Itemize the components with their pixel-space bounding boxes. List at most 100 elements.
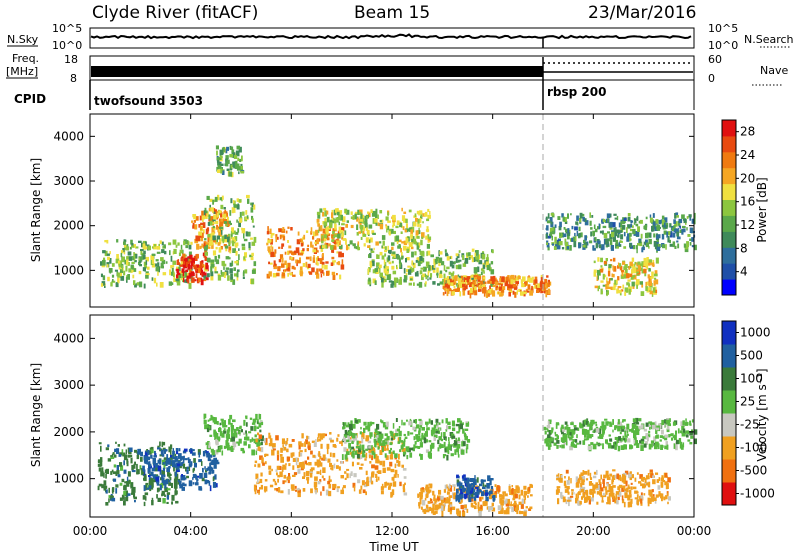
heatmap-cell [251,449,255,456]
heatmap-cell [639,440,643,444]
heatmap-cell [216,224,219,230]
heatmap-cell [585,429,587,435]
heatmap-cell [635,425,639,428]
heatmap-cell [307,456,310,460]
heatmap-cell [232,161,235,167]
heatmap-cell [556,486,561,489]
heatmap-cell [650,496,655,502]
heatmap-cell [473,279,477,285]
heatmap-cell [663,496,666,501]
x-tick-label: 08:00 [274,524,309,538]
heatmap-cell [286,476,291,480]
heatmap-cell [331,239,335,242]
heatmap-cell [427,278,429,281]
heatmap-cell [173,466,175,472]
heatmap-cell [450,272,454,277]
heatmap-cell [252,418,255,424]
heatmap-cell [573,444,578,448]
heatmap-cell [547,288,551,295]
heatmap-cell [282,236,286,241]
heatmap-cell [186,466,190,469]
heatmap-cell [316,273,320,279]
colorbar-swatch [722,459,736,483]
heatmap-cell [456,287,460,292]
heatmap-cell [633,222,636,225]
heatmap-cell [213,464,217,469]
heatmap-cell [482,251,485,254]
heatmap-cell [269,228,272,234]
heatmap-cell [645,435,648,440]
heatmap-cell [617,496,620,501]
heatmap-cell [228,418,231,425]
heatmap-cell [427,500,431,504]
heatmap-cell [328,490,332,497]
heatmap-cell [171,265,175,268]
heatmap-cell [195,235,199,242]
heatmap-cell [517,488,520,494]
heatmap-cell [198,277,201,282]
heatmap-cell [452,492,454,499]
heatmap-cell [596,275,599,281]
heatmap-cell [227,233,231,239]
heatmap-cell [170,454,172,458]
heatmap-cell [620,219,624,222]
heatmap-cell [624,489,629,492]
heatmap-cell [426,265,428,269]
heatmap-cell [238,221,241,228]
heatmap-cell [474,505,477,510]
heatmap-cell [635,440,638,445]
heatmap-cell [315,489,317,495]
heatmap-cell [508,292,511,297]
heatmap-cell [456,482,459,487]
heatmap-cell [628,266,630,270]
heatmap-cell [608,492,612,497]
heatmap-cell [206,468,209,472]
heatmap-cell [323,207,327,211]
heatmap-cell [175,500,179,504]
heatmap-cell [131,245,135,248]
heatmap-cell [219,422,222,426]
heatmap-cell [681,214,685,219]
heatmap-cell [653,436,657,442]
heatmap-cell [350,420,353,426]
heatmap-cell [123,500,126,506]
heatmap-cell [631,257,635,262]
heatmap-cell [153,455,157,458]
power-heatmap-cells [100,145,697,299]
heatmap-cell [576,230,579,237]
heatmap-cell [155,266,159,272]
heatmap-cell [379,272,383,277]
heatmap-cell [196,475,200,478]
heatmap-cell [482,486,486,490]
heatmap-cell [255,450,258,455]
heatmap-cell [291,251,295,255]
heatmap-cell [367,233,370,236]
heatmap-cell [280,490,284,494]
heatmap-cell [332,247,335,253]
heatmap-cell [627,213,631,217]
heatmap-cell [126,476,129,482]
heatmap-cell [250,278,255,285]
heatmap-cell [290,484,295,489]
heatmap-cell [268,435,272,439]
heatmap-cell [285,263,288,269]
heatmap-cell [315,257,318,264]
heatmap-cell [501,276,505,283]
heatmap-cell [168,281,173,286]
heatmap-cell [649,498,652,504]
heatmap-cell [428,452,432,459]
heatmap-cell [216,150,218,156]
heatmap-cell [566,246,569,250]
heatmap-cell [462,254,465,261]
heatmap-cell [398,430,402,437]
heatmap-cell [318,439,322,442]
heatmap-cell [220,246,223,250]
heatmap-cell [458,427,461,432]
heatmap-cell [471,248,475,252]
heatmap-cell [377,437,381,444]
heatmap-cell [159,240,162,244]
heatmap-cell [126,256,129,260]
heatmap-cell [376,254,380,259]
heatmap-cell [188,272,192,278]
heatmap-cell [184,272,187,278]
